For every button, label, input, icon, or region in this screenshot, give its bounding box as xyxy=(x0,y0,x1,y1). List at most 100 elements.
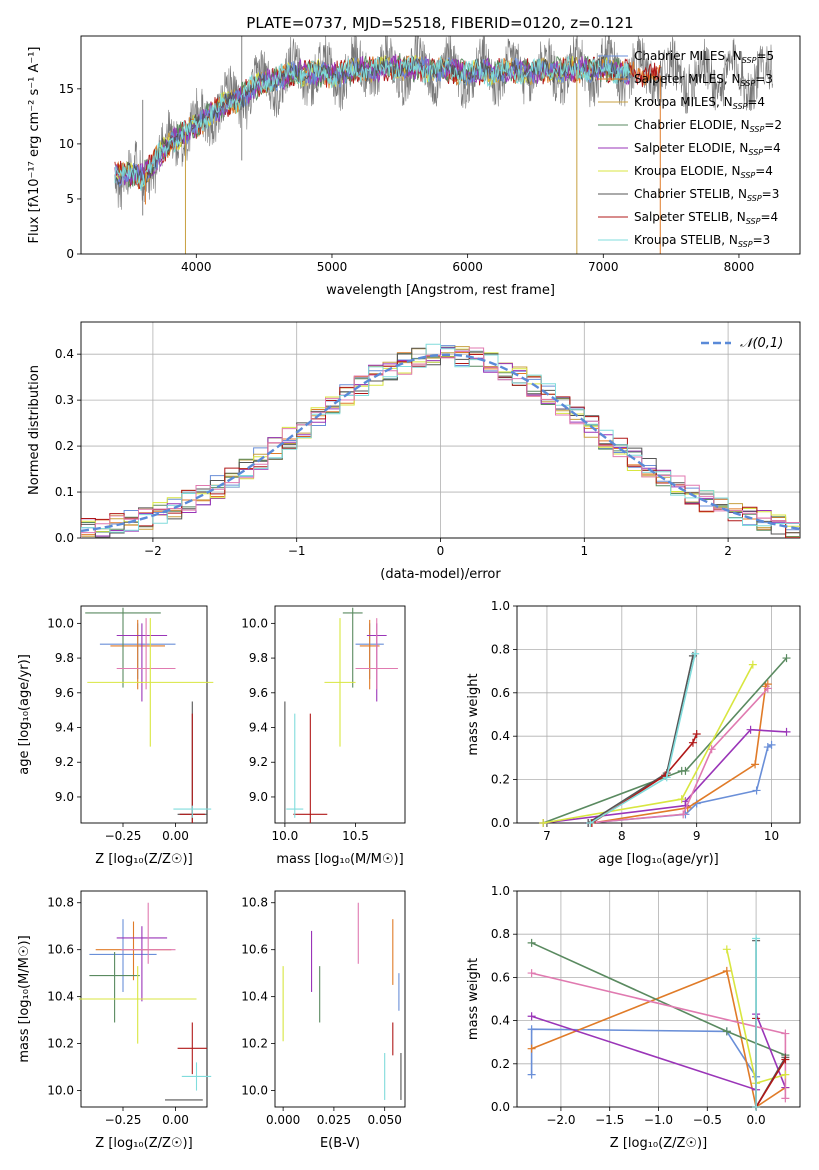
x-axis-label: mass [log₁₀(M/M☉)] xyxy=(276,852,403,867)
x-tick-label: −1.0 xyxy=(644,1113,673,1127)
massweight-line xyxy=(588,687,769,824)
mass-vs-EBV-panel: 0.000 0.025 0.050 10.0 10.2 10.4 10.6 10.8 E(B-V… xyxy=(241,890,406,1151)
axes-frame xyxy=(80,321,801,539)
histogram-panel: −2 −1 0 1 2 0.0 0.1 0.2 0.3 0.4 𝒩(0,1) (data-model)… xyxy=(27,321,801,582)
axes-frame xyxy=(80,605,208,824)
y-tick-label: 1.0 xyxy=(491,884,510,898)
massweight-marker xyxy=(691,649,700,658)
massweight-line xyxy=(531,969,786,1109)
massweight-marker xyxy=(679,810,688,819)
massweight-marker xyxy=(688,738,697,747)
massweight-marker xyxy=(752,1103,761,1111)
x-tick-label: 6000 xyxy=(452,260,483,274)
y-tick-label: 0 xyxy=(66,247,74,261)
massweight-marker xyxy=(722,966,731,975)
massweight-marker xyxy=(677,795,686,804)
x-tick-label: 0.000 xyxy=(266,1113,300,1127)
x-tick-label: 10.5 xyxy=(342,829,369,843)
y-tick-label: 0.1 xyxy=(55,485,74,499)
massweight-marker xyxy=(781,1070,790,1079)
legend-entry: 𝒩(0,1) xyxy=(740,336,783,351)
legend-entry: Kroupa MILES, NSSP=4 xyxy=(634,95,765,111)
x-tick-label: −0.5 xyxy=(693,1113,722,1127)
y-tick-label: 9.4 xyxy=(249,721,268,735)
legend-entry: Chabrier MILES, NSSP=5 xyxy=(634,49,774,65)
y-tick-label: 9.2 xyxy=(55,755,74,769)
massweight-vs-age-panel: 7 8 9 10 0.0 0.2 0.4 0.6 0.8 1.0 age [log₁₀(age/yr… xyxy=(466,599,801,867)
y-tick-label: 10.4 xyxy=(47,990,74,1004)
y-tick-label: 0.8 xyxy=(491,642,510,656)
legend-entry: Chabrier STELIB, NSSP=3 xyxy=(634,187,779,203)
legend-entry: Salpeter MILES, NSSP=3 xyxy=(634,72,773,88)
massweight-marker xyxy=(586,819,595,827)
massweight-marker xyxy=(527,969,536,978)
y-tick-label: 0.2 xyxy=(491,773,510,787)
x-tick-label: −2.0 xyxy=(546,1113,575,1127)
axes-frame xyxy=(80,35,801,255)
spectrum-plot-area xyxy=(114,36,773,254)
x-tick-label: 4000 xyxy=(181,260,212,274)
y-tick-label: 0.0 xyxy=(491,1100,510,1114)
y-tick-label: 0.6 xyxy=(491,970,510,984)
massweight-marker xyxy=(752,786,761,795)
mass-vs-Z-panel: −0.25 0.00 10.0 10.2 10.4 10.6 10.8 Z [log₁₀(Z/… xyxy=(17,890,212,1151)
y-tick-label: 10.0 xyxy=(241,616,268,630)
x-axis-label: age [log₁₀(age/yr)] xyxy=(598,852,719,867)
legend-entry: Kroupa ELODIE, NSSP=4 xyxy=(634,164,773,180)
spectrum-legend: Chabrier MILES, NSSP=5 Salpeter MILES, NS… xyxy=(598,49,782,249)
x-tick-label: −2 xyxy=(144,544,162,558)
x-tick-label: 10.0 xyxy=(272,829,299,843)
massweight-line xyxy=(591,733,698,824)
legend-entry: Salpeter ELODIE, NSSP=4 xyxy=(634,141,781,157)
massweight-marker xyxy=(539,819,548,827)
x-tick-label: 10 xyxy=(764,829,779,843)
axes-frame xyxy=(516,890,801,1108)
x-tick-label: −0.25 xyxy=(105,1113,142,1127)
y-axis-label: age [log₁₀(age/yr)] xyxy=(17,654,32,775)
massweight-marker xyxy=(767,740,776,749)
massweight-marker xyxy=(781,1029,790,1038)
axes-frame xyxy=(274,890,406,1108)
x-axis-label: (data-model)/error xyxy=(380,567,501,582)
y-tick-label: 0.2 xyxy=(491,1057,510,1071)
age-vs-Z-panel: −0.25 0.00 9.0 9.2 9.4 9.6 9.8 10.0 Z [log₁₀(Z/Z… xyxy=(17,605,214,867)
massweight-marker xyxy=(692,730,701,739)
y-tick-label: 5 xyxy=(66,192,74,206)
massweight-marker xyxy=(763,684,772,693)
y-axis-label: Flux [fλ10⁻¹⁷ erg cm⁻² s⁻¹ A⁻¹] xyxy=(27,47,42,244)
y-tick-label: 10.2 xyxy=(241,1037,268,1051)
y-tick-label: 9.6 xyxy=(249,686,268,700)
y-tick-label: 10.8 xyxy=(241,896,268,910)
y-tick-label: 9.6 xyxy=(55,686,74,700)
massweight-marker xyxy=(781,1094,790,1103)
y-axis-label: mass weight xyxy=(466,958,481,1040)
x-tick-label: 2 xyxy=(724,544,732,558)
legend-entry: Kroupa STELIB, NSSP=3 xyxy=(634,233,770,249)
y-tick-label: 10.0 xyxy=(241,1084,268,1098)
y-tick-label: 9.4 xyxy=(55,721,74,735)
y-tick-label: 0.4 xyxy=(491,1014,510,1028)
y-tick-label: 0.3 xyxy=(55,393,74,407)
y-tick-label: 10.0 xyxy=(47,616,74,630)
y-tick-label: 9.2 xyxy=(249,755,268,769)
x-tick-label: 8 xyxy=(618,829,626,843)
massweight-marker xyxy=(751,760,760,769)
x-tick-label: −1.5 xyxy=(595,1113,624,1127)
x-tick-label: 9 xyxy=(693,829,701,843)
y-tick-label: 0.0 xyxy=(55,531,74,545)
histogram-step xyxy=(81,347,800,538)
x-tick-label: 1 xyxy=(580,544,588,558)
massweight-marker xyxy=(752,934,761,943)
y-tick-label: 0.8 xyxy=(491,927,510,941)
massweight-marker xyxy=(748,660,757,669)
massweight-marker xyxy=(782,654,791,663)
massweight-marker xyxy=(527,1012,536,1021)
normal-curve xyxy=(81,353,800,533)
x-tick-label: 7 xyxy=(543,829,551,843)
legend-entry: Salpeter STELIB, NSSP=4 xyxy=(634,210,778,226)
x-axis-label: E(B-V) xyxy=(320,1136,360,1151)
legend-entry: Chabrier ELODIE, NSSP=2 xyxy=(634,118,782,134)
age-vs-mass-panel: 10.0 10.5 9.0 9.2 9.4 9.6 9.8 10.0 mass [log₁₀(M… xyxy=(241,605,406,867)
y-tick-label: 9.0 xyxy=(55,790,74,804)
x-tick-label: 0.00 xyxy=(162,829,189,843)
